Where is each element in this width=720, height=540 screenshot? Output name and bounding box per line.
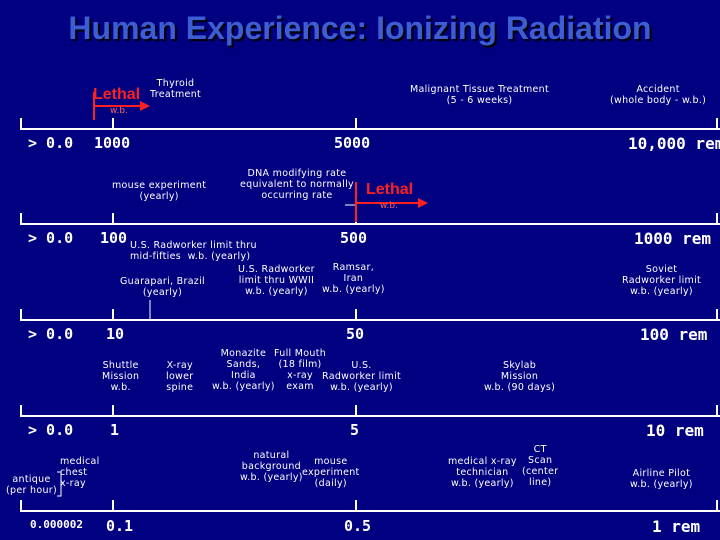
tick bbox=[20, 118, 22, 128]
tick bbox=[112, 213, 114, 223]
thyroid-treatment-label: Thyroid Treatment bbox=[150, 78, 202, 100]
row-mid-label: 1 bbox=[110, 421, 120, 439]
airline-pilot-label: Airline Pilot w.b. (yearly) bbox=[630, 468, 693, 490]
mouse-experiment-yearly-label: mouse experiment (yearly) bbox=[112, 180, 207, 202]
row-end-label: 10,000 rem bbox=[628, 134, 720, 153]
tick bbox=[355, 118, 357, 128]
shuttle-mission-label: Shuttle Mission w.b. bbox=[102, 360, 140, 393]
tick bbox=[716, 405, 718, 415]
accident-label: Accident (whole body - w.b.) bbox=[610, 84, 707, 106]
row-mid-label: 100 bbox=[100, 229, 128, 247]
row-start-label: > 0.0 bbox=[28, 325, 74, 343]
axis-line bbox=[20, 223, 720, 225]
tick bbox=[112, 500, 114, 510]
medical-xray-technician-label: medical x-ray technician w.b. (yearly) bbox=[448, 456, 517, 489]
page-title: Human Experience: Ionizing Radiation bbox=[68, 10, 652, 46]
axis-line bbox=[20, 128, 720, 130]
row-mid-label: 0.1 bbox=[106, 517, 134, 535]
lethal-label-2: Lethal bbox=[366, 181, 414, 198]
row-end-label: 100 rem bbox=[640, 325, 708, 344]
us-radworker-fifties-label: U.S. Radworker limit thru mid-fifties w.… bbox=[130, 240, 257, 262]
row-start-label: > 0.0 bbox=[28, 229, 74, 247]
row-mid-label: 10 bbox=[106, 325, 125, 343]
row-center-label: 0.5 bbox=[344, 517, 372, 535]
xray-lower-spine-label: X-ray lower spine bbox=[166, 360, 194, 393]
row-end-label: 10 rem bbox=[646, 421, 704, 440]
lethal-arrow-1 bbox=[93, 92, 150, 120]
tick bbox=[716, 309, 718, 319]
medical-chest-xray-label: medical chest x-ray bbox=[60, 456, 100, 489]
tick bbox=[112, 405, 114, 415]
row-end-label: 1000 rem bbox=[634, 229, 712, 248]
row-mid-label: 1000 bbox=[94, 134, 131, 152]
lethal-label-1: Lethal bbox=[93, 86, 141, 103]
lethal-wb-label-2: w.b. bbox=[380, 201, 398, 211]
us-radworker-wwii-label: U.S. Radworker limit thru WWII w.b. (yea… bbox=[238, 264, 315, 297]
row-start-label: > 0.0 bbox=[28, 134, 74, 152]
row-start-label: > 0.0 bbox=[28, 421, 74, 439]
axis-line bbox=[20, 510, 720, 512]
row-center-label: 500 bbox=[340, 229, 368, 247]
antique-label: antique (per hour) bbox=[6, 474, 57, 496]
tick bbox=[20, 309, 22, 319]
tick bbox=[20, 213, 22, 223]
tick bbox=[716, 213, 718, 223]
axis-line bbox=[20, 319, 720, 321]
tick bbox=[20, 405, 22, 415]
soviet-radworker-label: Soviet Radworker limit w.b. (yearly) bbox=[622, 264, 702, 297]
tick bbox=[716, 118, 718, 128]
axis-line bbox=[20, 415, 720, 417]
tick bbox=[20, 500, 22, 510]
row-center-label: 5000 bbox=[334, 134, 371, 152]
us-radworker-limit-label: U.S. Radworker limit w.b. (yearly) bbox=[322, 360, 402, 393]
ct-scan-label: CT Scan (center line) bbox=[522, 444, 559, 488]
tick bbox=[716, 500, 718, 510]
lethal-arrow-2 bbox=[355, 182, 428, 222]
tick bbox=[355, 500, 357, 510]
tick bbox=[112, 118, 114, 128]
mouse-experiment-daily-label: mouse experiment (daily) bbox=[302, 456, 360, 489]
skylab-mission-label: Skylab Mission w.b. (90 days) bbox=[484, 360, 556, 393]
row-start-label: 0.000002 bbox=[30, 518, 83, 531]
lethal-wb-label-1: w.b. bbox=[110, 106, 128, 116]
malignant-tissue-label: Malignant Tissue Treatment (5 - 6 weeks) bbox=[410, 84, 550, 106]
tick bbox=[112, 309, 114, 319]
monazite-sands-label: Monazite Sands, India w.b. (yearly) bbox=[212, 348, 275, 392]
row-center-label: 50 bbox=[346, 325, 365, 343]
natural-background-label: natural background w.b. (yearly) bbox=[240, 450, 303, 483]
row-center-label: 5 bbox=[350, 421, 360, 439]
row-end-label: 1 rem bbox=[652, 517, 701, 536]
tick bbox=[355, 309, 357, 319]
ramsar-label: Ramsar, Iran w.b. (yearly) bbox=[322, 262, 385, 295]
tick bbox=[355, 405, 357, 415]
dna-modifying-label: DNA modifying rate equivalent to normall… bbox=[240, 168, 354, 201]
antique-bracket bbox=[57, 471, 62, 497]
full-mouth-xray-label: Full Mouth (18 film) x-ray exam bbox=[274, 348, 327, 392]
guarapari-label: Guarapari, Brazil (yearly) bbox=[120, 276, 205, 298]
